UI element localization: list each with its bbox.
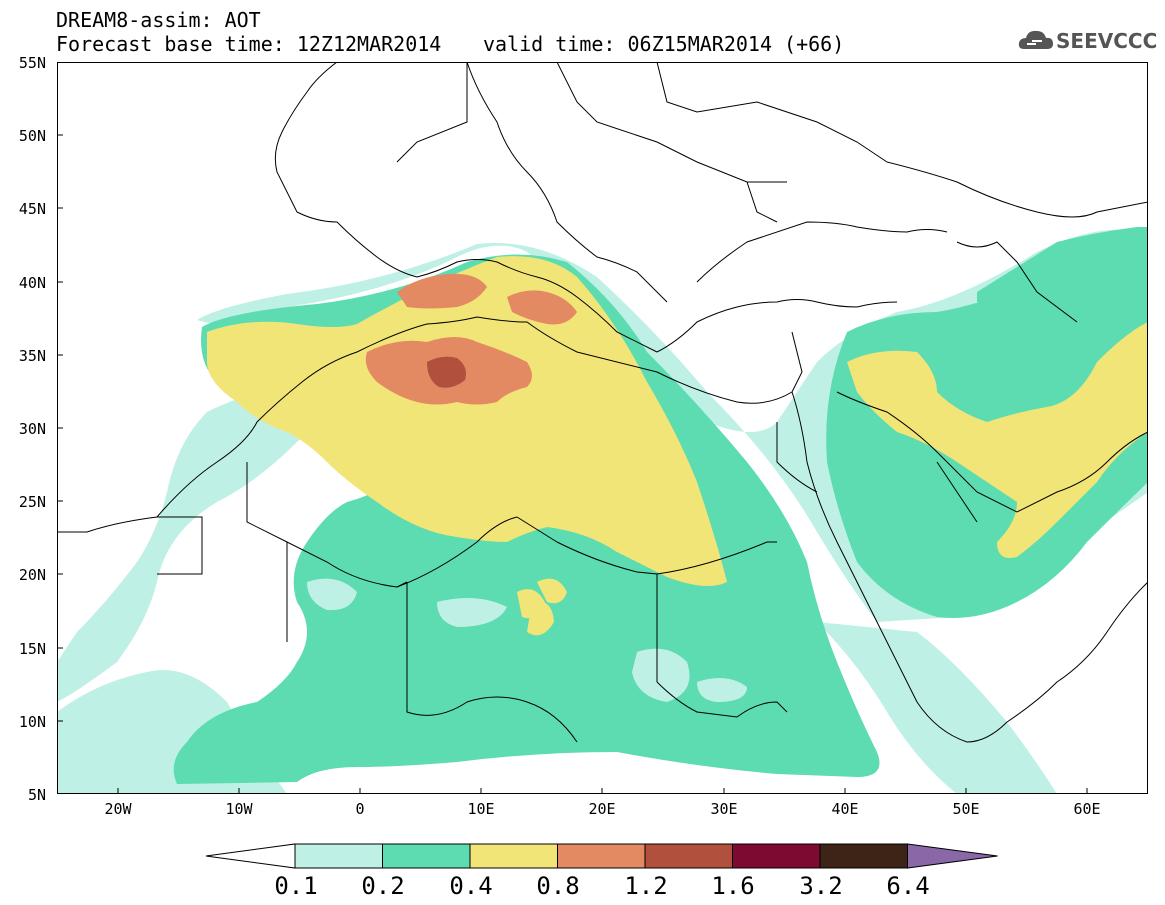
valid-time: valid time: 06Z15MAR2014 (+66) [483,32,845,56]
colorbar-label-1.2: 1.2 [624,872,668,900]
colorbar-label-1.6: 1.6 [711,872,755,900]
lon-label-50e: 50E [952,800,980,818]
coastlines-and-borders [57,62,1148,743]
colorbar-label-0.8: 0.8 [536,872,580,900]
colorbar-label-3.2: 3.2 [799,872,843,900]
lat-label-40n: 40N [18,274,46,292]
colorbar-cell-2 [382,843,471,869]
colorbar-cell-6 [732,843,821,869]
lon-label-20w: 20W [104,800,132,818]
colorbar-cell-5 [644,843,733,869]
lon-label-40e: 40E [831,800,859,818]
lon-label-10e: 10E [467,800,495,818]
lat-label-30n: 30N [18,420,46,438]
axis-ticks [57,62,1088,794]
colorbar-cell-over [907,843,998,869]
lat-label-25n: 25N [18,493,46,511]
lat-label-15n: 15N [18,640,46,658]
cloud-logo-icon [1018,30,1053,49]
colorbar [205,843,998,869]
map-title: DREAM8-assim: AOT [56,8,261,32]
forecast-base-time: Forecast base time: 12Z12MAR2014 [56,32,442,56]
lat-label-10n: 10N [18,713,46,731]
aot-map [57,62,1148,794]
colorbar-cell-1 [294,843,383,869]
lon-label-60e: 60E [1073,800,1101,818]
colorbar-label-6.4: 6.4 [886,872,930,900]
colorbar-cell-7 [819,843,908,869]
lat-label-55n: 55N [18,54,46,72]
colorbar-cell-under [205,843,296,869]
lon-label-20e: 20E [588,800,616,818]
colorbar-label-0.4: 0.4 [449,872,493,900]
aot-band-0.4 [207,256,1148,636]
aot-band-1.2 [427,356,466,388]
colorbar-cell-4 [557,843,646,869]
colorbar-label-0.2: 0.2 [361,872,405,900]
lat-label-35n: 35N [18,347,46,365]
lat-label-5n: 5N [27,786,46,804]
lon-label-30e: 30E [710,800,738,818]
aot-clear-patches [307,518,747,702]
lon-label-10w: 10W [225,800,253,818]
lon-label-0: 0 [355,800,365,818]
lat-label-20n: 20N [18,566,46,584]
colorbar-cell-3 [469,843,558,869]
lat-label-45n: 45N [18,200,46,218]
logo-text: SEEVCCC [1056,29,1158,53]
lat-label-50n: 50N [18,127,46,145]
colorbar-label-0.1: 0.1 [274,872,318,900]
